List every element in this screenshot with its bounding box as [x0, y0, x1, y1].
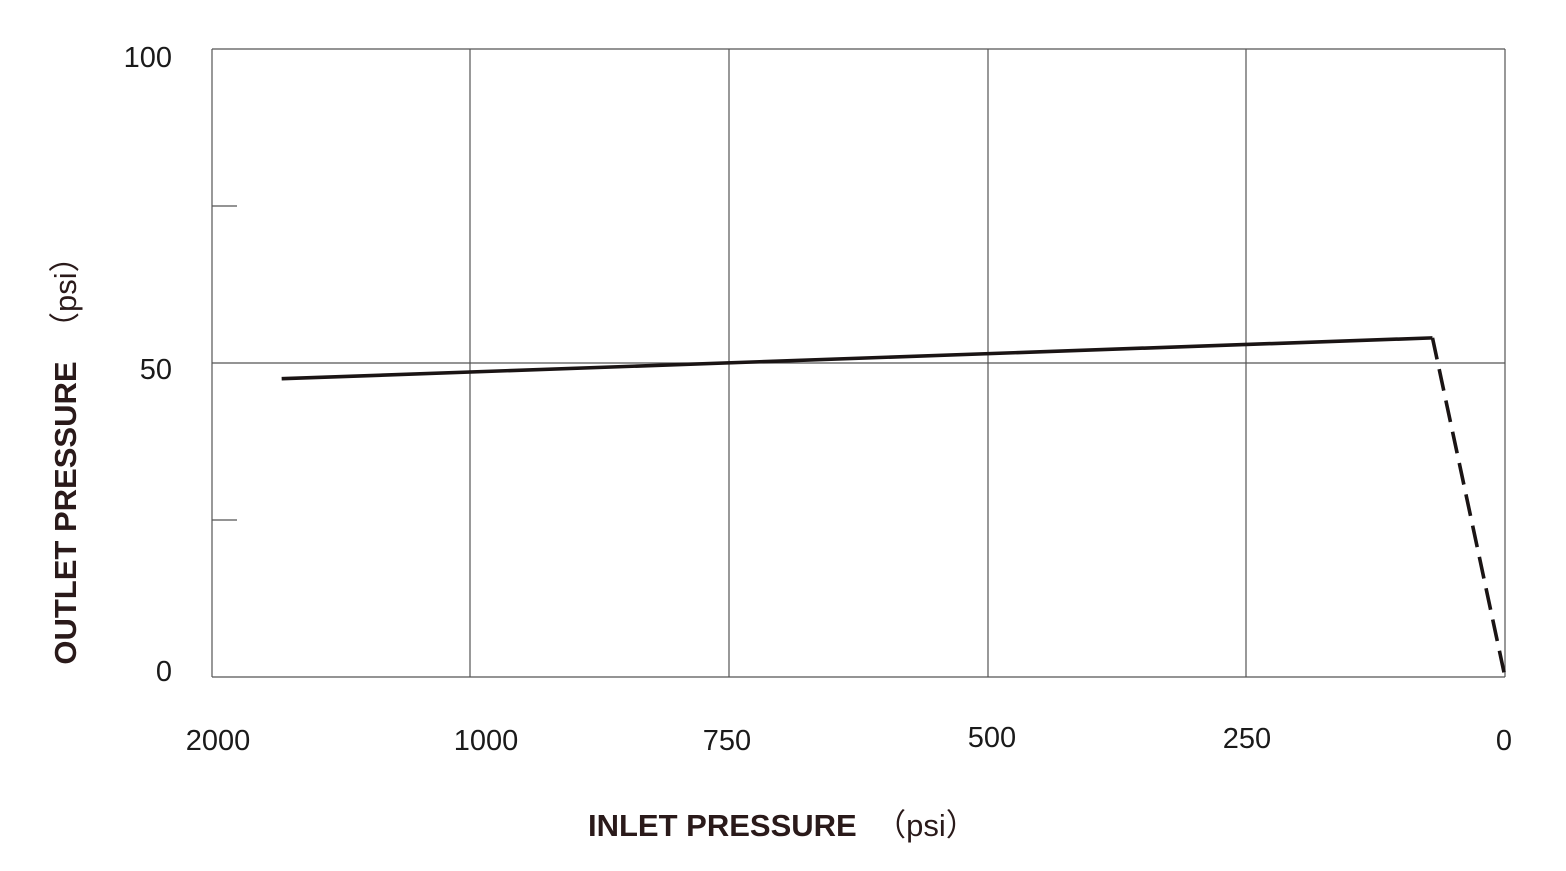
- x-tick-label: 0: [1496, 725, 1512, 757]
- solid-segment: [281, 336, 1433, 381]
- x-tick-label: 250: [1223, 723, 1271, 755]
- dashed-segment: [1430, 337, 1507, 678]
- x-tick-label: 750: [703, 725, 751, 757]
- x-tick-label: 500: [968, 722, 1016, 754]
- y-tick-label: 0: [156, 656, 172, 688]
- y-tick-label: 100: [124, 42, 172, 74]
- x-tick-label: 2000: [186, 725, 251, 757]
- y-axis-title-unit: （psi）: [48, 241, 83, 343]
- grid-lines: [211, 48, 1506, 678]
- y-axis-title: OUTLET PRESSURE （psi）: [48, 241, 83, 664]
- x-axis-title: INLET PRESSURE （psi）: [588, 808, 977, 843]
- y-tick-label: 50: [140, 354, 172, 386]
- x-axis-title-unit: （psi）: [875, 808, 977, 843]
- x-axis-title-text: INLET PRESSURE: [588, 808, 857, 843]
- y-axis-title-text: OUTLET PRESSURE: [48, 361, 83, 664]
- series-lines: [281, 336, 1507, 678]
- x-tick-label: 1000: [454, 725, 519, 757]
